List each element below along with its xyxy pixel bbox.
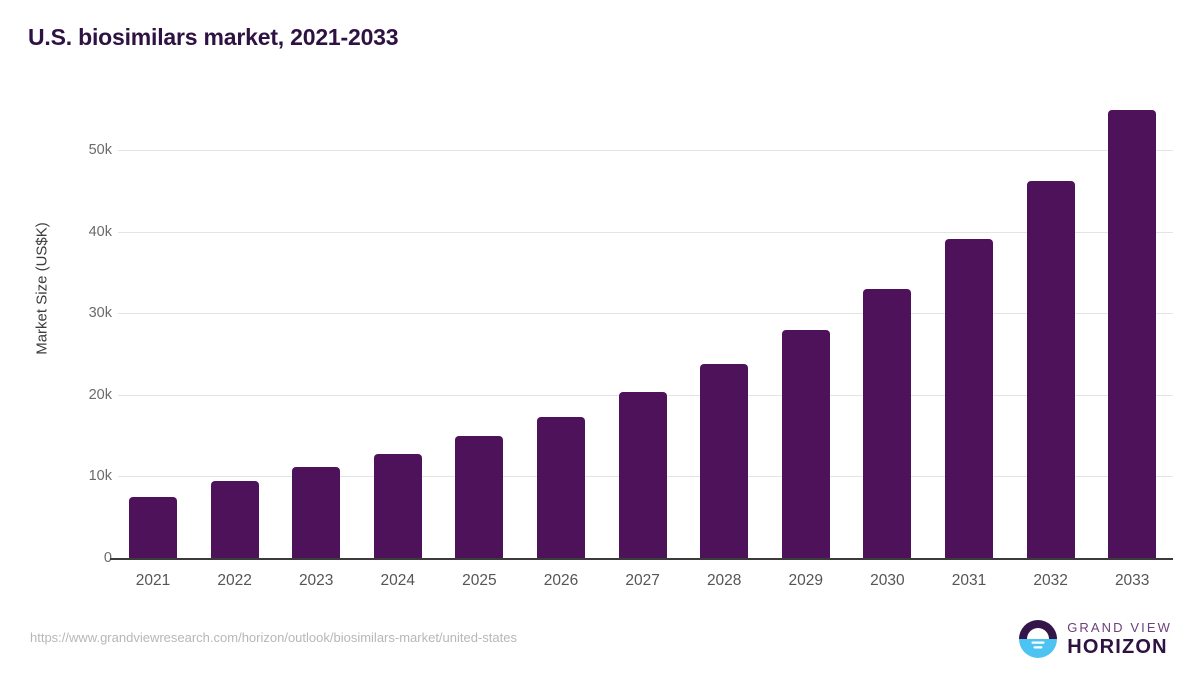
bar[interactable]: [210, 481, 259, 558]
chart-plot-area: Market Size (US$K) 0 10k 20k 30k 40k 50k 2021…: [33, 110, 1173, 589]
y-axis-tick-label: 50k: [88, 142, 112, 158]
x-axis-tick-label: 2022: [217, 572, 252, 589]
brand-logo: GRAND VIEW HORIZON: [1018, 618, 1172, 660]
x-axis-tick-label: 2024: [380, 572, 416, 589]
bar[interactable]: [129, 496, 177, 558]
bar[interactable]: [1026, 181, 1075, 558]
x-axis-tick-label: 2023: [298, 572, 334, 589]
x-axis-tick-label: 2033: [1114, 572, 1150, 589]
bar[interactable]: [700, 363, 749, 558]
bar[interactable]: [292, 467, 341, 558]
y-axis-tick-label: 10k: [88, 468, 112, 485]
gridline: [118, 313, 1173, 315]
x-axis-tick-label: 2026: [543, 572, 579, 589]
bar[interactable]: [781, 329, 830, 558]
x-axis-tick-label: 2027: [625, 572, 660, 589]
x-axis-tick-label: 2028: [706, 572, 742, 589]
y-axis-tick-label: 40k: [88, 223, 112, 240]
bar[interactable]: [455, 436, 504, 558]
y-axis-title: Market Size (US$K): [33, 222, 51, 355]
bar[interactable]: [618, 392, 667, 558]
x-axis-tick-label: 2021: [135, 572, 171, 589]
x-axis-line: [110, 558, 1173, 560]
x-axis-tick-label: 2032: [1033, 572, 1068, 589]
bar[interactable]: [945, 238, 993, 558]
y-axis-tick-label: 30k: [88, 305, 112, 322]
bar[interactable]: [863, 288, 912, 558]
x-axis-tick-label: 2031: [951, 572, 987, 589]
y-axis-tick-label: 20k: [88, 386, 112, 403]
page-title: U.S. biosimilars market, 2021-2033: [28, 24, 399, 50]
horizon-circle-icon: [1019, 620, 1058, 658]
gridline: [118, 231, 1173, 233]
bar[interactable]: [537, 416, 585, 558]
gridline: [118, 150, 1173, 151]
x-axis-tick-label: 2025: [462, 572, 497, 589]
bar[interactable]: [1108, 110, 1157, 558]
logo-text-horizon: HORIZON: [1067, 636, 1168, 658]
y-axis-tick-label: 0: [103, 550, 112, 566]
x-axis-tick-label: 2030: [870, 572, 905, 589]
x-axis-tick-label: 2029: [788, 572, 824, 589]
source-url-text: https://www.grandviewresearch.com/horizo…: [30, 630, 517, 645]
logo-wordmark: GRAND VIEW HORIZON: [1067, 621, 1172, 657]
logo-text-grand-view: GRAND VIEW: [1067, 620, 1172, 635]
bar[interactable]: [373, 453, 422, 558]
